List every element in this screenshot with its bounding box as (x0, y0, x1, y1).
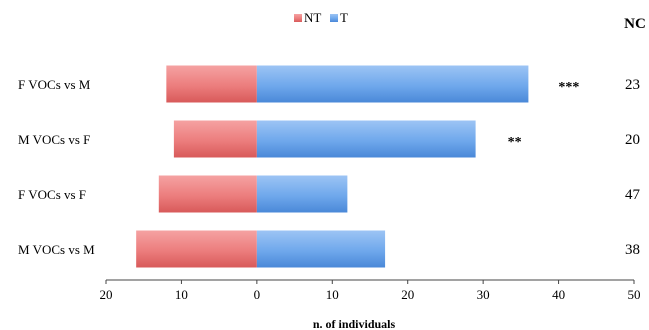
nc-value-1: 23 (625, 77, 640, 93)
legend-swatch-nt (294, 14, 302, 22)
category-label-3: F VOCs vs F (18, 187, 86, 202)
x-tick-label-3: 0 (254, 287, 261, 302)
bar-t-2 (256, 120, 476, 158)
category-label-2: M VOCs vs F (18, 132, 90, 147)
bar-nt-1 (166, 65, 257, 103)
x-tick-label-1: 20 (100, 287, 113, 302)
legend-swatch-t (330, 14, 338, 22)
bar-t-3 (256, 175, 348, 213)
plot-area: F VOCs vs M *** 23 M VOCs vs F ** 20 F VOCs vs… (18, 65, 641, 302)
legend: NT T (294, 10, 348, 25)
nc-value-3: 47 (625, 187, 641, 203)
category-label-1: F VOCs vs M (18, 77, 91, 92)
legend-label-nt: NT (304, 10, 321, 25)
x-tick-label-7: 40 (552, 287, 565, 302)
x-axis-title: n. of individuals (313, 317, 396, 330)
nc-value-4: 38 (625, 242, 640, 258)
nc-value-2: 20 (625, 132, 640, 148)
category-label-4: M VOCs vs M (18, 242, 95, 257)
x-tick-label-2: 10 (175, 287, 188, 302)
bar-nt-3 (158, 175, 257, 213)
significance-label-1: *** (558, 80, 579, 95)
x-tick-label-5: 20 (401, 287, 414, 302)
nc-header: NC (624, 16, 646, 32)
significance-label-2: ** (508, 135, 522, 150)
x-tick-label-8: 50 (628, 287, 641, 302)
x-tick-label-6: 30 (477, 287, 490, 302)
bar-t-1 (256, 65, 529, 103)
bar-nt-4 (136, 230, 257, 268)
bar-nt-2 (173, 120, 257, 158)
x-tick-label-4: 10 (326, 287, 339, 302)
legend-label-t: T (340, 10, 348, 25)
bar-t-4 (256, 230, 386, 268)
